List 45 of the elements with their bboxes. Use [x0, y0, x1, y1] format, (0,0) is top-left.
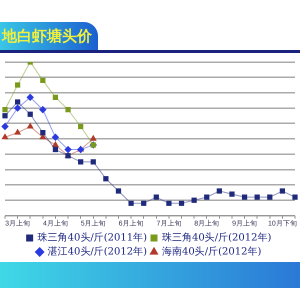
- point: [39, 106, 46, 114]
- chart-title: 地白虾塘头价: [0, 22, 98, 50]
- point: [52, 146, 58, 152]
- point: [128, 200, 134, 206]
- point: [14, 104, 22, 112]
- point: [26, 94, 34, 101]
- point: [192, 198, 197, 203]
- point: [64, 146, 72, 154]
- point: [2, 134, 8, 140]
- point: [52, 134, 59, 141]
- point: [65, 106, 71, 112]
- point: [28, 112, 33, 117]
- point: [52, 94, 58, 100]
- point: [2, 113, 8, 118]
- point: [242, 194, 248, 200]
- point: [166, 200, 172, 206]
- point: [178, 200, 184, 206]
- legend-label: 珠三角40头/斤(2011年): [38, 232, 148, 244]
- point: [14, 82, 20, 88]
- point: [229, 191, 235, 197]
- point: [52, 141, 59, 147]
- point: [2, 106, 8, 112]
- point: [292, 194, 298, 200]
- point: [14, 99, 20, 105]
- point: [78, 124, 84, 130]
- point: [254, 194, 260, 200]
- legend-label: 湛江40头/斤(2012年): [48, 246, 148, 258]
- legend-label: 海南40头/斤(2012年): [162, 246, 262, 258]
- point: [2, 123, 8, 130]
- point: [141, 200, 146, 206]
- point: [267, 194, 272, 200]
- point: [14, 129, 21, 135]
- point: [40, 130, 46, 136]
- point: [78, 159, 84, 164]
- point: [90, 135, 96, 141]
- point: [204, 194, 210, 200]
- point: [40, 78, 46, 84]
- point: [27, 123, 34, 129]
- point: [154, 194, 159, 200]
- point: [216, 188, 222, 194]
- point: [280, 188, 286, 194]
- point: [103, 176, 108, 182]
- point: [116, 188, 122, 194]
- point: [90, 159, 96, 164]
- legend-label: 珠三角40头/斤(2012年): [162, 232, 272, 244]
